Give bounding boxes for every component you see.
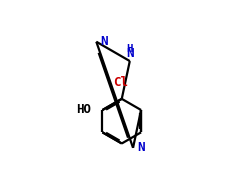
Text: N: N <box>137 141 144 154</box>
Text: Cl: Cl <box>114 76 129 89</box>
Text: N: N <box>126 47 133 60</box>
Text: H: H <box>126 44 133 54</box>
Text: HO: HO <box>76 103 91 116</box>
Text: N: N <box>100 35 108 48</box>
